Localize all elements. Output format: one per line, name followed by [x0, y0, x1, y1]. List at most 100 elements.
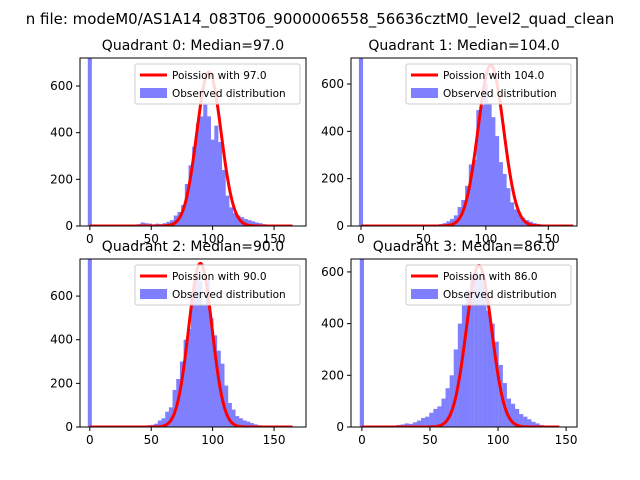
hist-bar [449, 375, 454, 427]
x-tick-label: 150 [555, 433, 578, 447]
hist-bar [227, 403, 232, 427]
hist-bar [535, 423, 540, 427]
hist-bar [490, 323, 495, 427]
hist-bar [421, 417, 426, 427]
legend-label-hist: Observed distribution [172, 88, 286, 100]
y-tick-label: 400 [321, 317, 344, 331]
hist-bar [238, 418, 243, 427]
x-tick-label: 50 [144, 232, 159, 246]
legend-box [405, 63, 572, 105]
hist-bar [210, 139, 215, 226]
hist-bar [179, 361, 184, 427]
hist-bar [494, 341, 499, 427]
hist-bar [187, 328, 192, 427]
hist-bar [510, 202, 515, 226]
x-tick-label: 0 [86, 433, 94, 447]
y-tick-label: 400 [50, 126, 73, 140]
x-tick-label: 0 [358, 433, 366, 447]
subplots-grid: 0 50 100 150 0 200 400 600 Quadrant 0: Median=97… [50, 38, 577, 447]
legend-patch-swatch [140, 289, 167, 299]
x-tick-label: 150 [537, 232, 560, 246]
hist-bar [183, 339, 188, 427]
hist-bar [461, 305, 467, 427]
y-tick-label: 0 [336, 420, 344, 434]
hist-bar [243, 219, 248, 226]
subplot-quadrant-3: 0 50 100 150 0 200 400 600 Quadrant 3: Median=86… [321, 239, 577, 447]
hist-bar [502, 173, 507, 226]
axes-frame [350, 57, 578, 227]
subplot-quadrant-0: 0 50 100 150 0 200 400 600 Quadrant 0: Median=97… [50, 38, 307, 246]
legend: Poission with 97.0 Observed distribution [134, 63, 301, 105]
hist-bar [474, 271, 479, 427]
y-tick-label: 600 [50, 289, 73, 303]
plot-area [87, 259, 294, 427]
subplot-title: Quadrant 2: Median=90.0 [102, 239, 284, 255]
hist-bar [154, 423, 159, 427]
hist-bar [510, 403, 516, 427]
hist-bar [468, 164, 473, 226]
y-tick-label: 0 [65, 219, 73, 233]
hist-bar [425, 416, 430, 427]
hist-bar [249, 423, 254, 427]
hist-bar [236, 215, 241, 226]
hist-bar [140, 222, 145, 226]
figure-suptitle: n file: modeM0/AS1A14_083T06_9000006558_… [26, 10, 615, 29]
hist-bar-spike [358, 58, 364, 226]
hist-bar [531, 421, 536, 427]
hist-bar [184, 184, 189, 226]
hist-bar-spike [87, 259, 92, 427]
hist-bar [235, 416, 240, 427]
legend-box [134, 63, 301, 105]
hist-bar [482, 282, 487, 427]
hist-bar [416, 420, 422, 427]
hist-bar [251, 221, 256, 226]
hist-bar [483, 84, 488, 226]
legend-label-fit: Poission with 104.0 [443, 70, 544, 82]
hist-bar [498, 162, 503, 226]
legend-label-fit: Poission with 90.0 [172, 271, 267, 283]
axes-frame [350, 258, 578, 428]
hist-bar [168, 407, 173, 427]
hist-bar [506, 188, 511, 226]
hist-bar [202, 304, 207, 427]
hist-bar [214, 125, 219, 226]
hist-bar [224, 385, 229, 427]
hist-bar [441, 398, 446, 427]
hist-bar-spike [359, 259, 365, 427]
y-tick-label: 600 [321, 77, 344, 91]
hist-bar [506, 398, 512, 427]
hist-bar [199, 116, 204, 226]
hist-bar [517, 214, 522, 226]
hist-bar [209, 317, 214, 427]
subplot-title: Quadrant 0: Median=97.0 [102, 38, 284, 54]
x-tick-label: 100 [487, 433, 510, 447]
hist-bar [242, 420, 247, 427]
hist-bar [519, 414, 524, 427]
hist-bar [487, 102, 492, 226]
legend: Poission with 90.0 Observed distribution [134, 264, 301, 306]
hist-bar [478, 277, 483, 427]
y-tick-label: 200 [50, 376, 73, 390]
subplot-quadrant-2: 0 50 100 150 0 200 400 600 Quadrant 2: Median=90… [50, 239, 307, 447]
legend: Poission with 86.0 Observed distribution [405, 264, 572, 306]
hist-bar [206, 116, 211, 226]
hist-bar [453, 349, 458, 427]
legend-patch-swatch [411, 289, 438, 299]
hist-bar [247, 220, 252, 226]
hist-bar [465, 290, 471, 427]
hist-bar [513, 209, 518, 226]
subplot-title: Quadrant 3: Median=86.0 [373, 239, 555, 255]
hist-bar [472, 159, 477, 226]
axes-frame [79, 57, 307, 227]
y-tick-label: 400 [321, 124, 344, 138]
x-tick-label: 50 [422, 433, 437, 447]
x-tick-label: 100 [474, 232, 497, 246]
legend-label-fit: Poission with 86.0 [443, 271, 538, 283]
y-tick-label: 200 [321, 172, 344, 186]
hist-bar [181, 205, 186, 226]
hist-bar [198, 280, 203, 427]
hist-bar [514, 408, 520, 427]
y-tick-label: 400 [50, 333, 73, 347]
x-tick-label: 100 [201, 433, 224, 447]
